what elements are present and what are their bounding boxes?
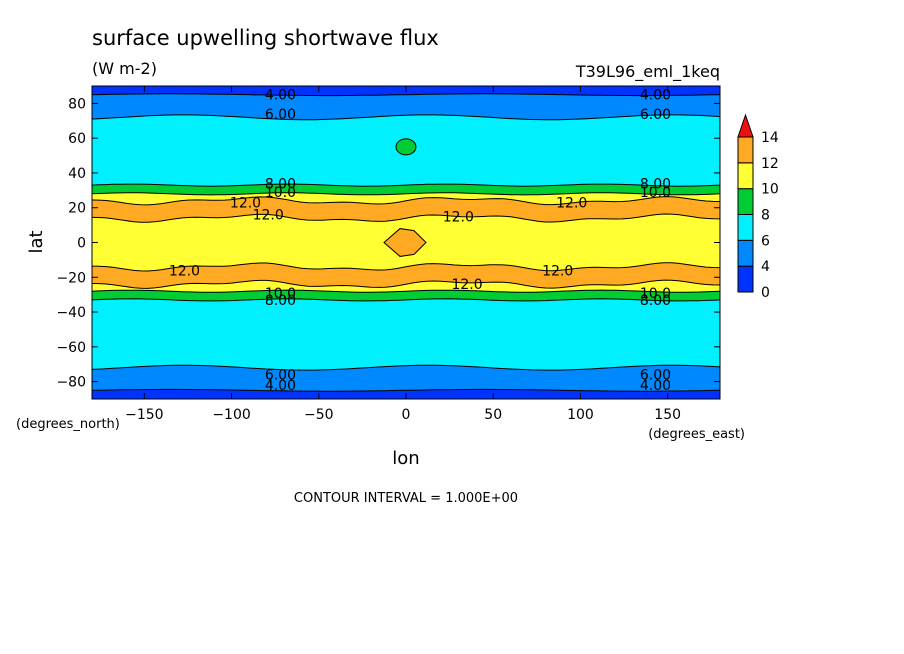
contour-label-5: 10.0 [265,185,296,201]
contour-line-0 [92,388,720,392]
colorbar-swatch-0 [737,265,754,293]
contour-line-5 [92,262,720,272]
colorbar-label-1: 4 [761,259,770,275]
colorbar-swatch-1 [737,239,754,267]
x-axis-label: lon [392,448,419,469]
colorbar-label-4: 10 [761,182,779,198]
colorbar-label-0: 0 [761,285,770,301]
y-tick-label-1: −60 [56,340,86,356]
contour-line-3 [92,289,720,293]
y-axis-ticks: −80 −60 −40 −20 0 20 40 60 80 [56,96,720,391]
chart-units: (W m-2) [92,59,157,78]
x-tick-label-5: 100 [567,407,594,423]
plot-features [383,138,427,257]
contour-label-14: 12.0 [542,263,573,279]
contour-line-8 [92,192,720,196]
y-tick-label-7: 60 [68,131,86,147]
contour-lines [92,93,720,392]
colorbar-label-5: 12 [761,156,779,172]
contour-label-4: 8.00 [265,176,296,192]
contour-label-12: 12.0 [169,263,200,279]
contour-interval-text: CONTOUR INTERVAL = 1.000E+00 [294,491,518,506]
contour-label-10: 12.0 [443,209,474,225]
colorbar-label-2: 6 [761,233,770,249]
band-9 [92,184,720,195]
x-tick-label-4: 50 [484,407,502,423]
y-axis-label: lat [26,230,47,253]
y-tick-label-2: −40 [56,305,86,321]
contour-line-2 [92,298,720,302]
band-3 [92,290,720,301]
x-tick-label-2: −50 [304,407,334,423]
band-2 [92,298,720,371]
band-11 [92,93,720,120]
colorbar-label-3: 8 [761,208,770,224]
contour-line-9 [92,183,720,187]
x-tick-label-1: −100 [212,407,250,423]
contour-label-6: 8.00 [640,176,671,192]
filled-bands [92,86,720,399]
contour-line-11 [92,93,720,97]
band-7 [92,196,720,223]
contour-label-16: 8.00 [265,293,296,309]
band-8 [92,192,720,205]
x-tick-label-3: 0 [402,407,411,423]
x-units-label: (degrees_east) [648,427,745,442]
band-5 [92,262,720,289]
y-tick-label-0: −80 [56,375,86,391]
contour-labels: 4.006.004.006.008.0010.08.0010.012.012.0… [169,88,671,394]
band-4 [92,280,720,293]
contour-label-19: 6.00 [265,368,296,384]
contour-label-21: 6.00 [640,368,671,384]
feature-lens-1 [383,228,427,257]
colorbar: 0 4 6 8 10 12 14 [737,113,779,301]
contour-label-17: 10.0 [640,286,671,302]
contour-line-6 [92,213,720,223]
dataset-label: T39L96_eml_1keq [575,62,720,82]
contour-line-7 [92,196,720,206]
colorbar-label-6: 14 [761,130,779,146]
colorbar-triangle [737,113,754,138]
colorbar-swatch-3 [737,188,754,216]
band-1 [92,365,720,392]
contour-label-13: 12.0 [451,277,482,293]
contour-label-3: 6.00 [640,107,671,123]
contour-line-4 [92,279,720,289]
y-tick-label-3: −20 [56,270,86,286]
contour-label-11: 12.0 [556,196,587,212]
x-tick-label-0: −150 [125,407,163,423]
contour-label-0: 4.00 [265,88,296,104]
y-tick-label-6: 40 [68,166,86,182]
contour-label-2: 4.00 [640,88,671,104]
contour-label-9: 12.0 [253,208,284,224]
contour-label-15: 10.0 [265,286,296,302]
contour-label-18: 8.00 [640,293,671,309]
y-tick-label-4: 0 [77,236,86,252]
colorbar-swatch-4 [737,162,754,190]
contour-label-7: 10.0 [640,185,671,201]
y-tick-label-8: 80 [68,96,86,112]
contour-label-22: 4.00 [640,378,671,394]
colorbar-swatch-2 [737,214,754,241]
x-tick-label-6: 150 [654,407,681,423]
contour-line-1 [92,364,720,371]
y-units-label: (degrees_north) [16,417,120,432]
contour-line-10 [92,114,720,121]
chart-title: surface upwelling shortwave flux [92,26,439,50]
feature-blob-0 [395,138,417,156]
colorbar-swatch-5 [737,136,754,164]
y-tick-label-5: 20 [68,201,86,217]
contour-label-8: 12.0 [230,196,261,212]
contour-label-1: 6.00 [265,107,296,123]
contour-label-20: 4.00 [265,378,296,394]
x-axis-ticks: −150 −100 −50 0 50 100 150 [125,86,681,423]
